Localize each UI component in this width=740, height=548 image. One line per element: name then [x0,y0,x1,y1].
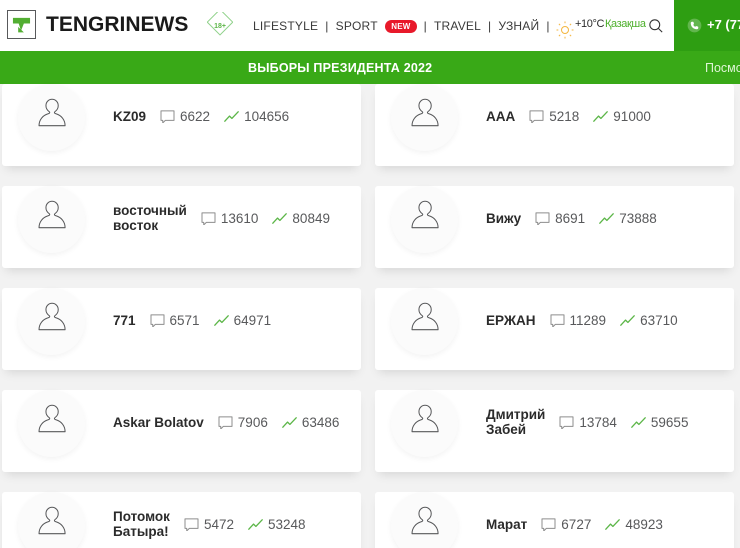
svg-text:18+: 18+ [214,23,226,30]
